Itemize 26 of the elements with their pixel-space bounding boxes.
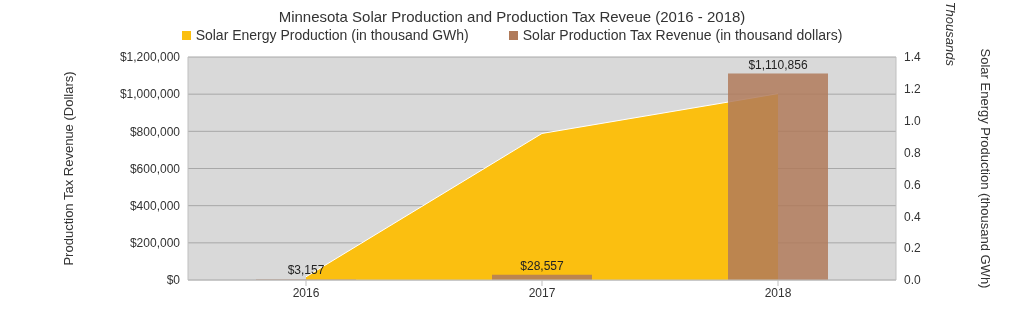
y-tick-label: $400,000 [129,198,181,213]
y-tick-label: $800,000 [129,124,181,139]
chart-title: Minnesota Solar Production and Production Tax Reveue (2016 - 2018) [278,8,746,25]
y2-tick-label: 1.4 [904,50,922,65]
y-tick-label: $600,000 [129,161,181,176]
y2-tick-label: 1.0 [904,113,922,128]
x-tick-label: 2016 [292,285,320,300]
y2-tick-label: 1.2 [904,82,922,97]
y2-axis-title: Solar Energy Production (thousand GWh) [978,48,994,289]
y-axis-title: Production Tax Revenue (Dollars) [60,71,76,266]
y-tick-label: $200,000 [129,236,181,251]
y2-tick-label: 0.0 [904,273,922,288]
x-tick-label: 2017 [528,285,556,300]
y2-tick-label: 0.6 [904,177,922,192]
y2-tick-label: 0.2 [904,241,922,256]
legend-label: Solar Production Tax Revenue (in thousand dollars) [522,27,843,43]
y-tick-label: $1,000,000 [119,87,181,102]
data-label: $1,110,856 [748,57,808,72]
y-tick-label: $0 [166,273,181,288]
y2-tick-label: 0.4 [904,209,922,224]
x-tick-label: 2018 [764,285,792,300]
data-label: $28,557 [520,258,565,273]
y2-tick-label: 0.8 [904,145,922,160]
legend-label: Solar Energy Production (in thousand GWh) [195,27,469,43]
y-tick-label: $1,200,000 [119,50,181,65]
text: Thousands [943,1,958,66]
